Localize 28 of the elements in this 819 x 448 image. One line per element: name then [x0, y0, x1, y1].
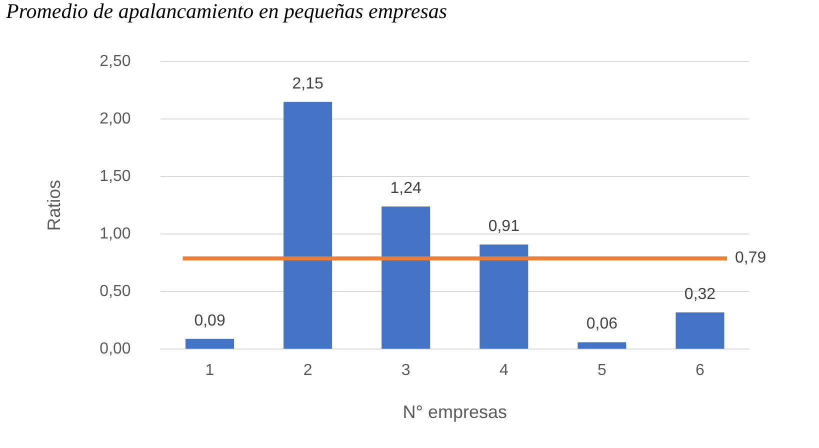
- y-tick-label: 2,50: [100, 53, 131, 70]
- y-tick-label: 0,00: [100, 340, 131, 358]
- chart-title: Promedio de apalancamiento en pequeñas empresas: [6, 0, 448, 23]
- bar: [185, 338, 234, 349]
- data-label: 0,09: [194, 312, 226, 330]
- data-label: 0,32: [684, 286, 716, 303]
- x-tick-label: 4: [499, 362, 508, 380]
- x-tick-label: 5: [597, 362, 606, 380]
- data-label: 0,91: [488, 218, 520, 235]
- x-axis-title: N° empresas: [402, 402, 507, 422]
- y-tick-label: 0,50: [100, 283, 131, 300]
- x-tick-label: 6: [696, 362, 705, 380]
- y-tick-label: 1,50: [100, 168, 131, 186]
- bar: [480, 244, 528, 349]
- y-tick-label: 1,00: [100, 226, 131, 243]
- bar: [578, 342, 626, 349]
- bar: [676, 312, 724, 349]
- ref-line-label: 0,79: [735, 250, 766, 267]
- x-tick-label: 3: [401, 362, 410, 380]
- data-label: 2,15: [292, 75, 324, 92]
- y-tick-label: 2,00: [100, 110, 131, 128]
- x-tick-label: 2: [303, 362, 312, 380]
- y-axis-title: Ratios: [44, 180, 64, 231]
- data-label: 1,24: [390, 180, 422, 197]
- data-label: 0,06: [586, 316, 618, 333]
- bar: [382, 206, 430, 349]
- bar: [284, 102, 332, 349]
- x-tick-label: 1: [205, 362, 214, 380]
